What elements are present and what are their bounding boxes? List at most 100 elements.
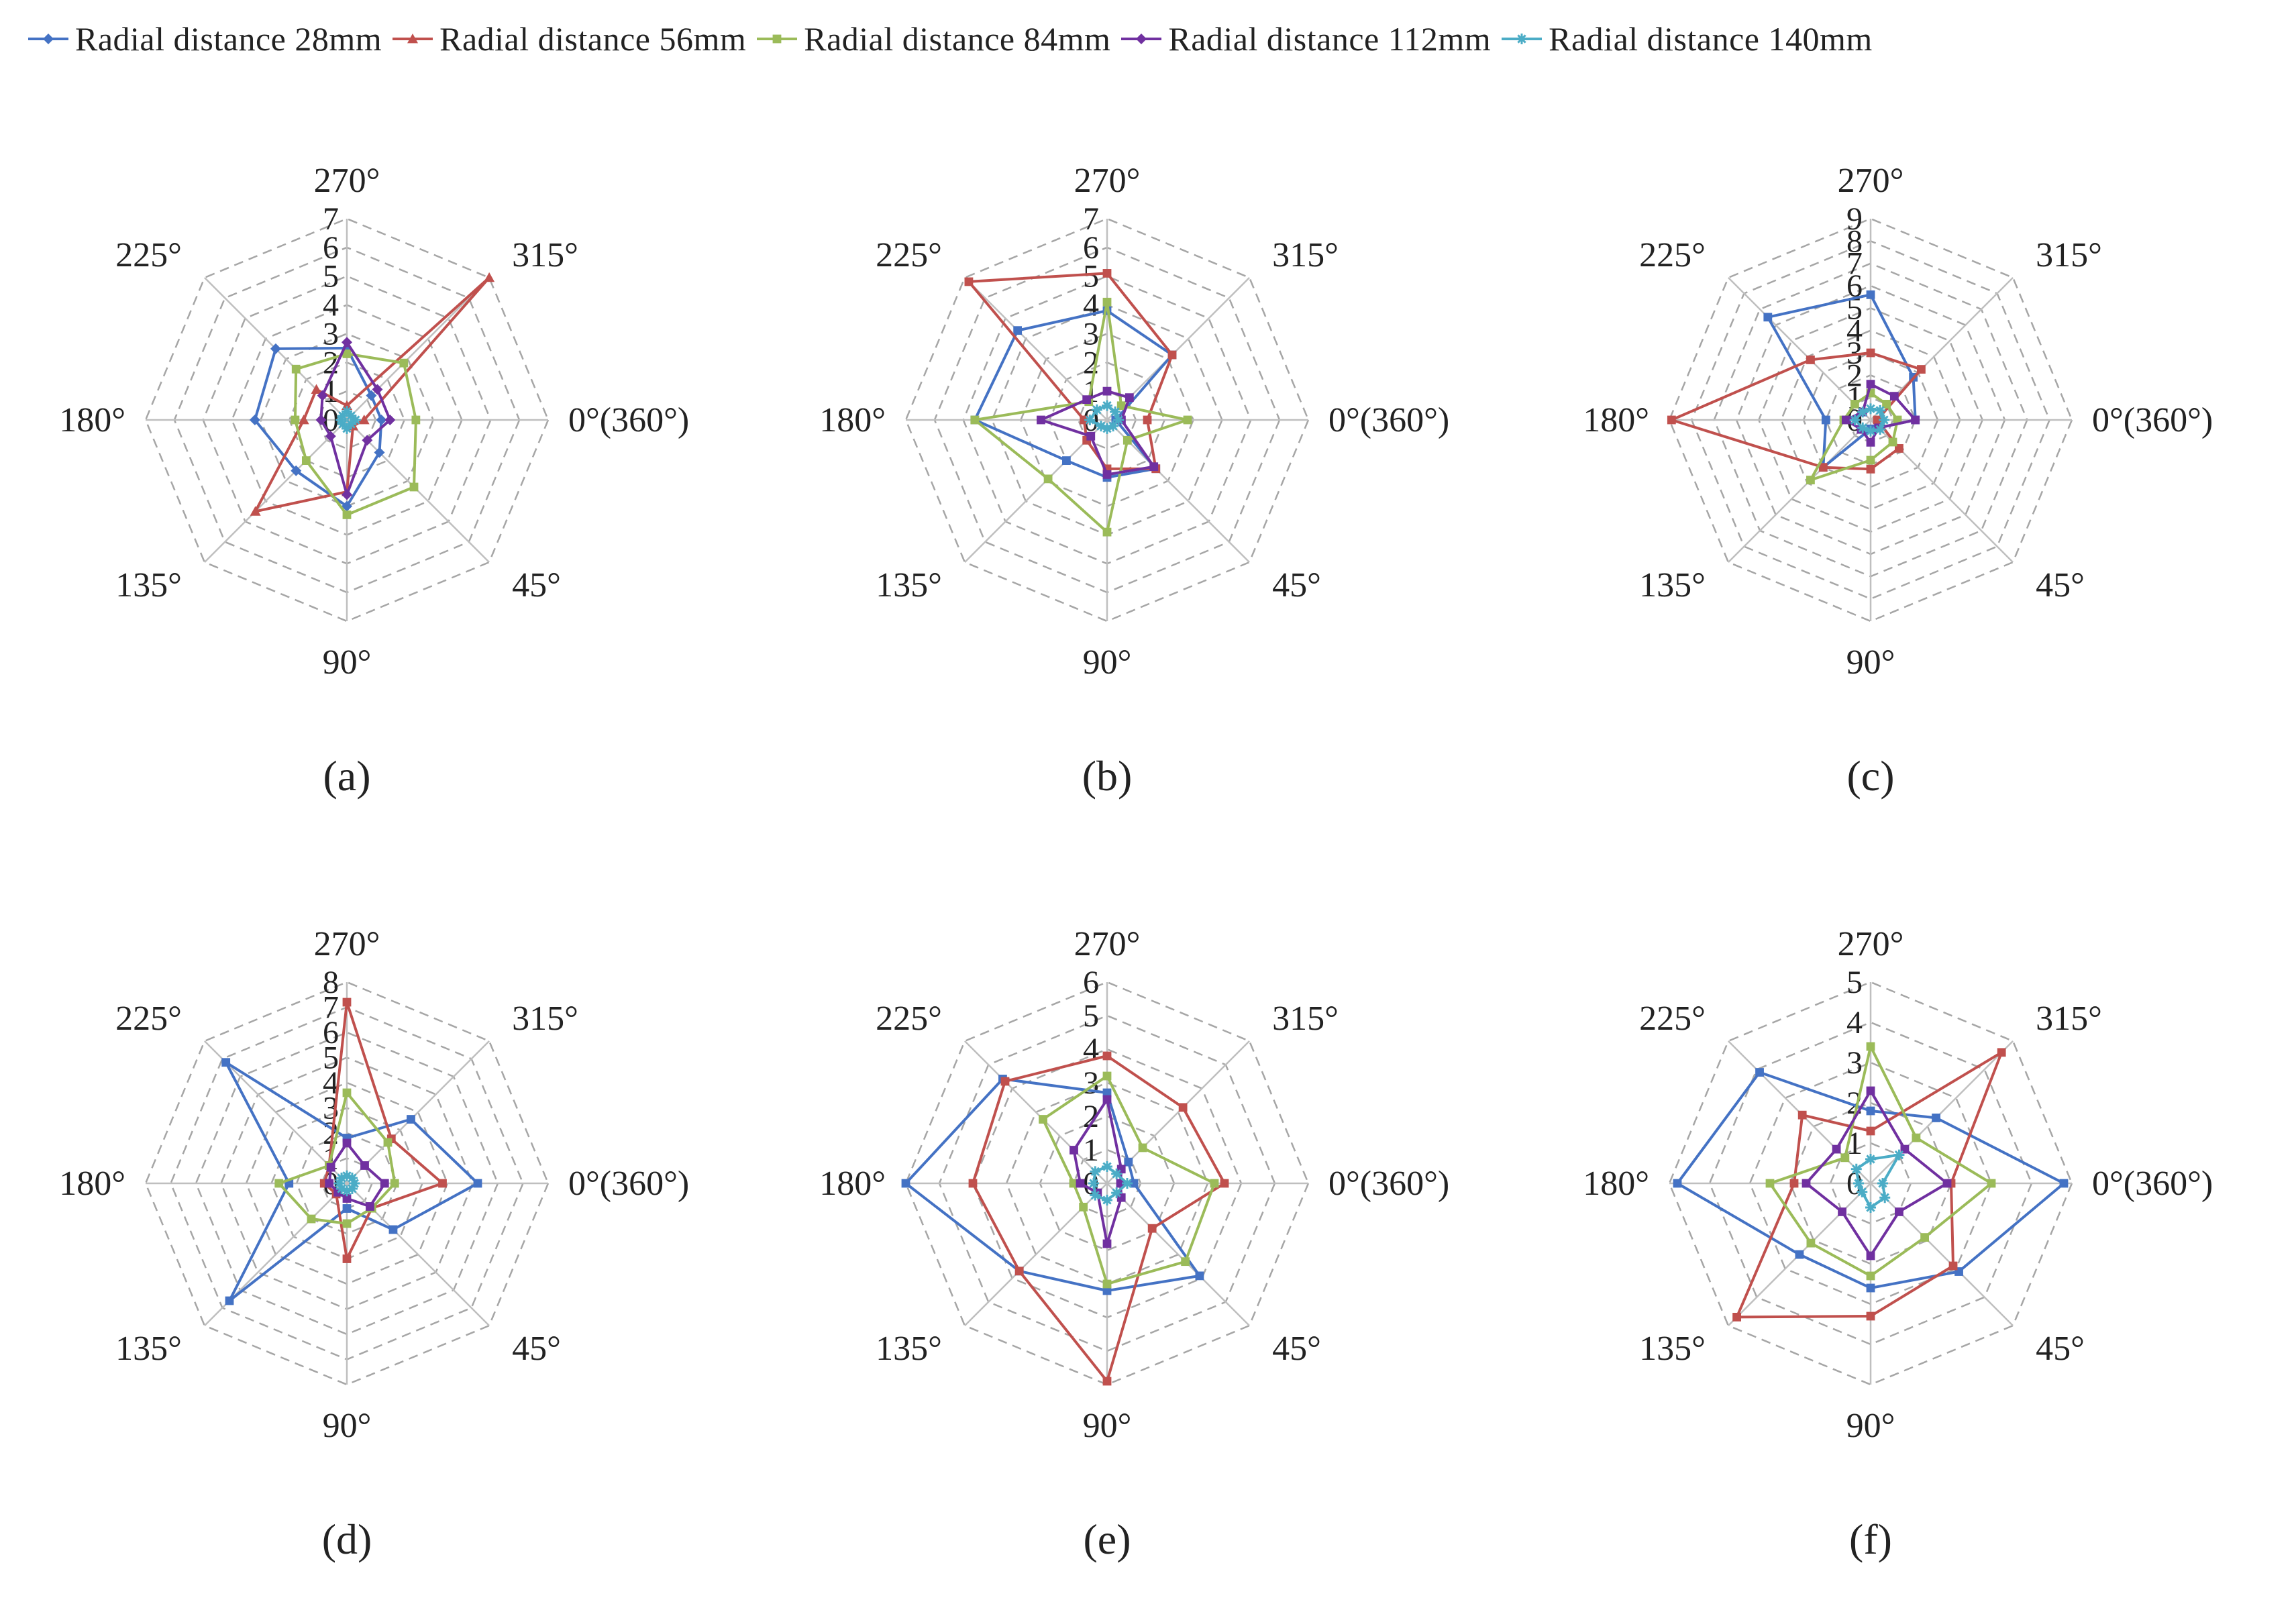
data-point — [1857, 422, 1869, 433]
data-point — [1102, 297, 1112, 307]
data-point — [342, 423, 352, 434]
data-point — [342, 489, 352, 500]
tick-label: 2 — [1846, 358, 1863, 393]
radar-chart-c: 01234567890°(360°)45°90°135°180°225°270°… — [1583, 162, 2213, 800]
data-point — [350, 415, 361, 425]
tick-label: 4 — [1083, 288, 1099, 323]
data-point — [1102, 1286, 1112, 1295]
data-point — [1069, 1146, 1078, 1154]
axis-label: 45° — [2036, 1330, 2085, 1368]
grid-spoke — [1870, 1183, 2014, 1326]
data-point — [1866, 1106, 1875, 1116]
data-point — [1102, 423, 1112, 434]
radar-chart-a: 012345670°(360°)45°90°135°180°225°270°31… — [59, 162, 689, 800]
grid-ring — [1072, 1148, 1142, 1218]
data-point — [1821, 415, 1830, 425]
data-point — [360, 1161, 369, 1170]
legend-item: Radial distance 84mm — [755, 19, 1110, 58]
data-point — [1102, 1088, 1112, 1097]
data-point — [270, 343, 281, 354]
data-point — [325, 1179, 334, 1188]
data-point — [346, 410, 357, 421]
legend-label: Radial distance 112mm — [1168, 20, 1492, 58]
axis-label: 270° — [1838, 925, 1904, 963]
axis-label: 90° — [323, 643, 372, 682]
grid-spoke — [346, 277, 490, 421]
chart-caption: (b) — [1082, 752, 1133, 800]
tick-label: 7 — [1083, 201, 1099, 237]
tick-label: 6 — [323, 1015, 339, 1051]
data-point — [221, 1058, 231, 1067]
data-point — [342, 1185, 352, 1197]
data-point — [291, 465, 302, 476]
tick-label: 5 — [323, 259, 339, 294]
tick-label: 6 — [1083, 965, 1099, 1000]
data-point — [1838, 1207, 1846, 1216]
data-point — [376, 415, 387, 425]
data-point — [1879, 415, 1889, 425]
data-point — [1673, 1179, 1682, 1188]
grid-spoke — [1870, 1040, 2014, 1184]
data-point — [380, 1179, 389, 1188]
grid-ring — [1735, 284, 2006, 555]
data-point — [1895, 1207, 1903, 1216]
axis-label: 45° — [2036, 566, 2085, 604]
legend-label: Radial distance 84mm — [804, 20, 1111, 58]
data-point — [1069, 1179, 1078, 1188]
grid-ring — [972, 1048, 1243, 1319]
data-point — [1043, 474, 1053, 484]
chart-caption: (d) — [322, 1515, 372, 1563]
data-point — [311, 384, 322, 394]
data-point — [388, 1225, 398, 1234]
data-point — [1879, 1192, 1891, 1203]
axis-label: 0°(360°) — [2092, 401, 2213, 439]
data-point — [1866, 348, 1875, 358]
data-point — [366, 390, 377, 401]
data-point — [1091, 404, 1102, 415]
legend-marker — [772, 34, 782, 44]
chart-caption: (a) — [323, 752, 370, 800]
axis-label: 0°(360°) — [2092, 1165, 2213, 1203]
data-point — [438, 1179, 447, 1188]
legend-label: Radial distance 28mm — [75, 20, 382, 58]
data-point — [325, 431, 336, 442]
axis-label: 135° — [1639, 566, 1706, 604]
series-line — [904, 1077, 1201, 1292]
legend-item: Radial distance 28mm — [27, 19, 382, 58]
radar-chart-d: 0123456780°(360°)45°90°135°180°225°270°3… — [59, 925, 689, 1563]
data-point — [358, 415, 370, 425]
data-point — [342, 511, 352, 519]
grid-spoke — [1106, 1183, 1250, 1326]
data-point — [1014, 1267, 1024, 1276]
axis-label: 225° — [876, 1000, 942, 1038]
data-point — [1102, 1239, 1112, 1248]
tick-label: 3 — [323, 316, 339, 352]
grid-ring — [321, 1157, 373, 1210]
data-point — [1882, 400, 1891, 409]
data-point — [1102, 1051, 1112, 1061]
axis-label: 135° — [876, 1330, 942, 1368]
axis-label: 0°(360°) — [568, 1165, 689, 1203]
data-point — [473, 1179, 482, 1188]
axis-label: 315° — [2036, 1000, 2102, 1038]
legend-item: Radial distance 112mm — [1120, 19, 1491, 58]
data-point — [1084, 415, 1096, 425]
tick-label: 5 — [1846, 965, 1863, 1000]
data-point — [1849, 415, 1861, 425]
data-point — [2059, 1179, 2069, 1188]
data-point — [301, 456, 311, 466]
legend-marker — [1136, 34, 1147, 44]
data-point — [1110, 406, 1121, 417]
axis-label: 180° — [59, 1165, 125, 1203]
data-point — [1037, 415, 1045, 425]
data-point — [1857, 407, 1869, 418]
data-point — [1875, 405, 1886, 416]
data-point — [342, 998, 352, 1007]
grid-spoke — [346, 1040, 490, 1184]
data-point — [1850, 400, 1859, 409]
data-point — [225, 1296, 234, 1305]
axis-label: 180° — [59, 401, 125, 439]
data-point — [1866, 1042, 1875, 1051]
axis-label: 315° — [512, 236, 578, 274]
